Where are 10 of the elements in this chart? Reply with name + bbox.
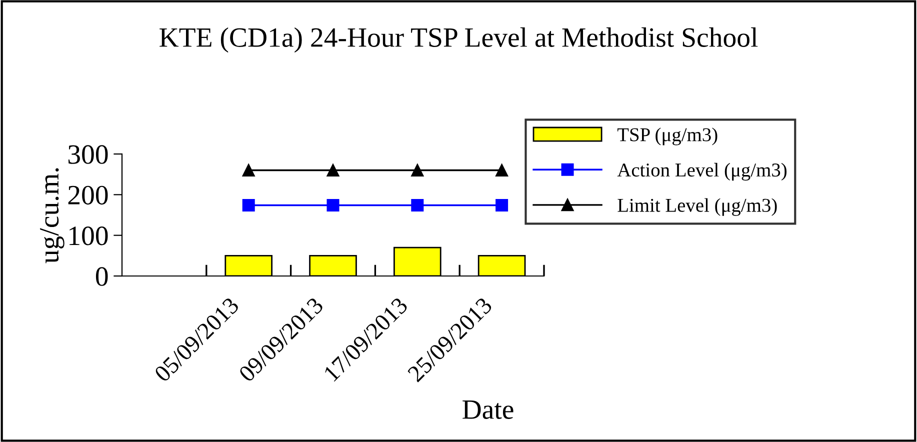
legend-label: Limit Level (μg/m3) xyxy=(618,198,777,216)
legend-label: TSP (μg/m3) xyxy=(617,128,718,146)
y-tick-label: 300 xyxy=(68,145,108,164)
y-axis-title: ug/cu.m. xyxy=(40,168,64,264)
legend-label: Action Level (μg/m3) xyxy=(617,162,787,181)
y-tick-label: 100 xyxy=(70,226,108,246)
chart-title: KTE (CD1a) 24-Hour TSP Level at Methodist School xyxy=(160,27,758,53)
y-tick-label: 200 xyxy=(68,186,108,205)
x-axis-title: Date xyxy=(462,400,514,419)
y-tick-label: 0 xyxy=(96,267,108,286)
